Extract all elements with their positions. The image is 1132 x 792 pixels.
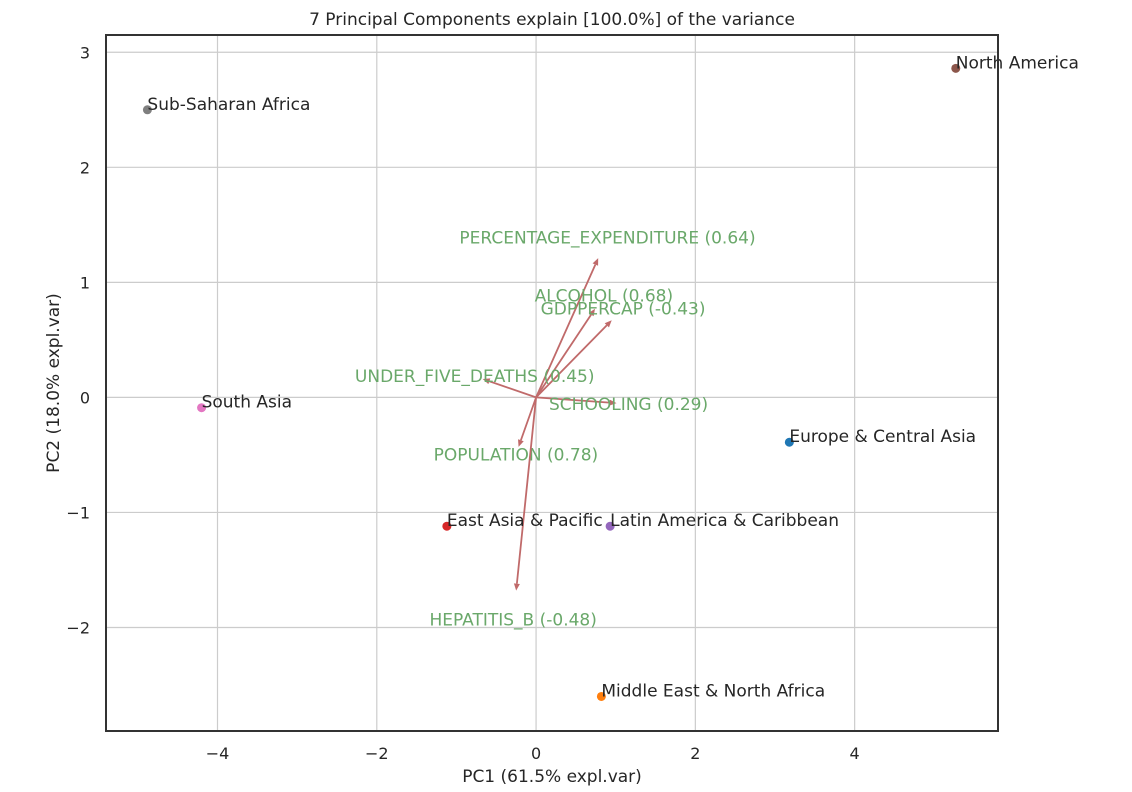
x-tick-label: −2 [365,744,389,763]
loading-arrowhead [513,583,520,591]
data-point [197,403,207,413]
loading-arrows: PERCENTAGE_EXPENDITURE (0.64) ALCOHOL (0.… [355,228,756,630]
y-tick-label: −1 [66,503,90,522]
data-point [142,105,152,115]
loading-label: SCHOOLING (0.29) [549,395,708,415]
loading-arrowhead [518,439,524,447]
y-tick-label: 2 [80,158,90,177]
y-tick-label: 0 [80,388,90,407]
loading-label: PERCENTAGE_EXPENDITURE (0.64) [459,228,755,248]
y-tick-label: 1 [80,273,90,292]
loading-arrow [520,397,537,441]
point-label: East Asia & Pacific [447,511,603,531]
data-point [951,63,961,73]
chart-title: 7 Principal Components explain [100.0%] … [309,10,795,30]
data-point [596,691,606,701]
point-label: Sub-Saharan Africa [147,95,310,115]
point-label: Europe & Central Asia [789,427,976,447]
x-tick-label: 2 [690,744,700,763]
y-tick-label: −2 [66,618,90,637]
y-tick-label: 3 [80,43,90,62]
tick-labels: −4 −2 0 2 4 −2 −1 0 1 2 3 [66,43,859,763]
loading-arrow [515,397,537,584]
loading-label: HEPATITIS_B (-0.48) [429,611,596,631]
grid-lines [106,35,998,731]
data-point [784,437,794,447]
point-label: Middle East & North Africa [601,681,825,701]
loading-label: GDPPERCAP (-0.43) [541,300,706,320]
loading-arrowhead [609,399,617,406]
x-tick-label: −4 [206,744,230,763]
y-axis-label: PC2 (18.0% expl.var) [44,293,64,473]
data-point [442,521,452,531]
data-point [605,521,615,531]
point-label: Latin America & Caribbean [610,511,839,531]
loading-arrowhead [604,320,612,328]
x-axis-label: PC1 (61.5% expl.var) [462,767,642,787]
loading-arrow [536,396,610,404]
point-label: North America [956,53,1079,73]
loading-arrowhead [592,258,599,266]
loading-label: ALCOHOL (0.68) [535,287,674,307]
x-tick-label: 0 [531,744,541,763]
loading-arrowhead [482,378,491,385]
loading-arrow [535,324,608,399]
loading-arrow [535,314,592,398]
point-label: South Asia [202,393,292,413]
loading-arrow [535,264,597,398]
loading-label: POPULATION (0.78) [434,445,599,465]
loading-arrow [489,380,537,399]
scatter-points: Sub-Saharan Africa North America South Asi… [142,53,1079,701]
x-tick-label: 4 [850,744,860,763]
loading-arrowhead [588,308,596,317]
loading-label: UNDER_FIVE_DEATHS (0.45) [355,367,595,387]
plot-frame [105,34,999,732]
